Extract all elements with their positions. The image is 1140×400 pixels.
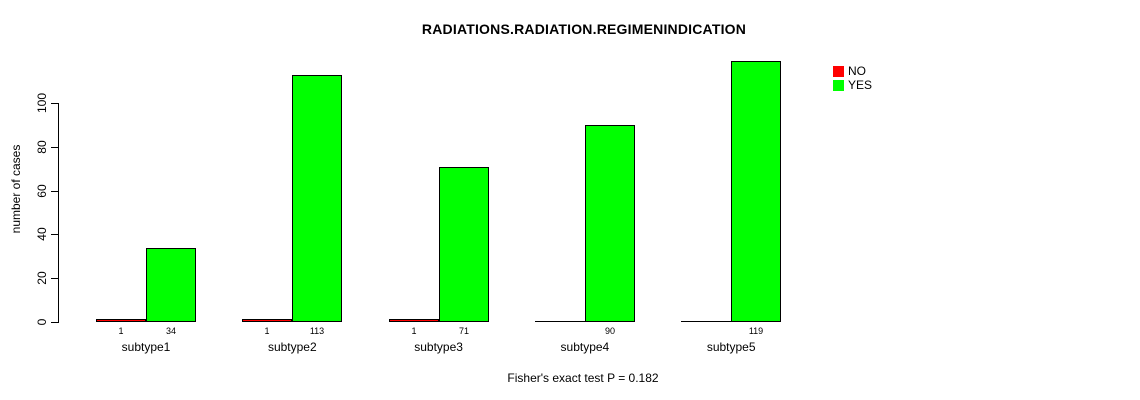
y-axis-tick-label: 40 bbox=[35, 227, 49, 241]
bar-value-label: 1 bbox=[264, 326, 270, 336]
y-axis-tick-label: 100 bbox=[35, 92, 49, 114]
y-axis-label: number of cases bbox=[9, 144, 23, 234]
category-label-subtype5: subtype5 bbox=[706, 340, 756, 354]
bar-yes-subtype5 bbox=[731, 61, 781, 322]
chart-title: RADIATIONS.RADIATION.REGIMENINDICATION bbox=[421, 21, 747, 37]
category-label-subtype2: subtype2 bbox=[267, 340, 317, 354]
fisher-test-annotation: Fisher's exact test P = 0.182 bbox=[507, 371, 659, 385]
y-axis-tick-label: 80 bbox=[35, 140, 49, 154]
y-axis-line bbox=[58, 103, 59, 323]
legend-label: YES bbox=[848, 78, 873, 92]
y-axis-tick-label: 20 bbox=[35, 271, 49, 285]
bar-yes-subtype1 bbox=[146, 248, 196, 322]
bar-value-label: 1 bbox=[411, 326, 417, 336]
bar-value-label: 71 bbox=[458, 326, 469, 336]
bar-no-subtype5-zero bbox=[681, 321, 731, 322]
bar-no-subtype1 bbox=[96, 319, 146, 322]
y-axis-tick-label: 0 bbox=[35, 318, 49, 326]
bar-value-label: 113 bbox=[309, 326, 325, 336]
bar-no-subtype3 bbox=[389, 319, 439, 322]
y-axis-tick bbox=[51, 147, 58, 148]
bar-yes-subtype4 bbox=[585, 125, 635, 322]
legend-label: NO bbox=[848, 64, 866, 78]
bar-yes-subtype2 bbox=[292, 75, 342, 322]
y-axis-tick bbox=[51, 191, 58, 192]
y-axis-tick bbox=[51, 103, 58, 104]
category-label-subtype4: subtype4 bbox=[560, 340, 610, 354]
bar-value-label: 1 bbox=[118, 326, 124, 336]
bar-value-label: 90 bbox=[604, 326, 615, 336]
legend-swatch-no bbox=[833, 66, 844, 77]
y-axis-tick-label: 60 bbox=[35, 184, 49, 198]
bar-value-label: 119 bbox=[748, 326, 764, 336]
y-axis-tick bbox=[51, 322, 58, 323]
legend-swatch-yes bbox=[833, 80, 844, 91]
bar-value-label: 34 bbox=[165, 326, 176, 336]
bar-yes-subtype3 bbox=[439, 167, 489, 322]
y-axis-tick bbox=[51, 278, 58, 279]
category-label-subtype1: subtype1 bbox=[121, 340, 171, 354]
bar-no-subtype2 bbox=[242, 319, 292, 322]
bar-no-subtype4-zero bbox=[535, 321, 585, 322]
category-label-subtype3: subtype3 bbox=[414, 340, 463, 354]
y-axis-tick bbox=[51, 234, 58, 235]
